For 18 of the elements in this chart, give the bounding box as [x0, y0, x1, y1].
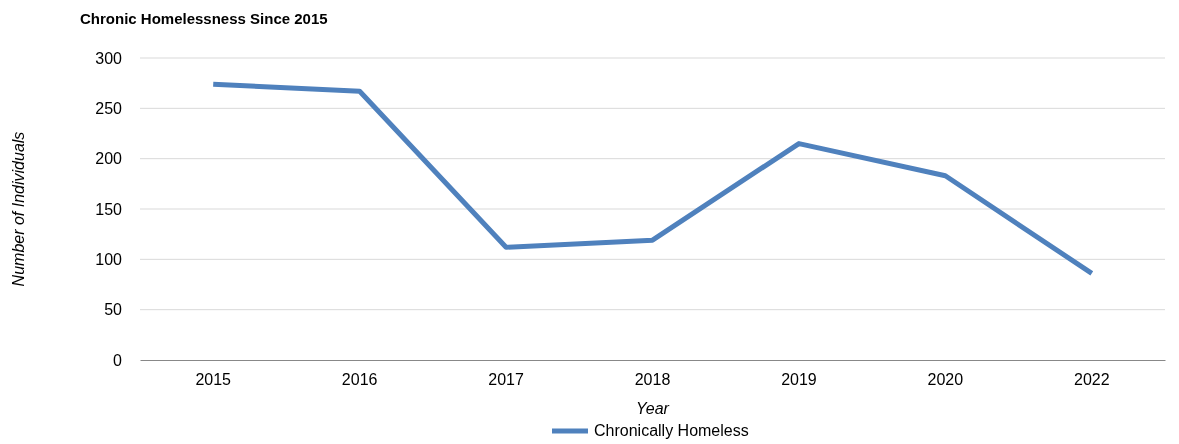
x-tick-label: 2017 [488, 371, 524, 389]
x-tick-label: 2016 [341, 371, 378, 389]
y-tick-label: 300 [95, 49, 123, 67]
x-tick-label: 2018 [634, 371, 671, 389]
x-tick-label: 2015 [195, 371, 232, 389]
legend-label: Chronically Homeless [594, 422, 749, 439]
x-tick-label: 2022 [1073, 371, 1110, 389]
y-tick-label: 150 [95, 200, 123, 218]
x-tick-label: 2020 [927, 371, 964, 389]
x-axis-title: Year [636, 400, 670, 417]
x-tick-label: 2019 [781, 371, 817, 389]
y-tick-label: 50 [104, 301, 123, 319]
chart-title: Chronic Homelessness Since 2015 [80, 10, 328, 27]
y-tick-label: 200 [95, 150, 123, 168]
y-tick-label: 100 [95, 250, 123, 268]
y-axis-title: Number of Individuals [10, 131, 27, 287]
y-tick-label: 0 [113, 351, 123, 369]
y-tick-label: 250 [95, 99, 123, 117]
